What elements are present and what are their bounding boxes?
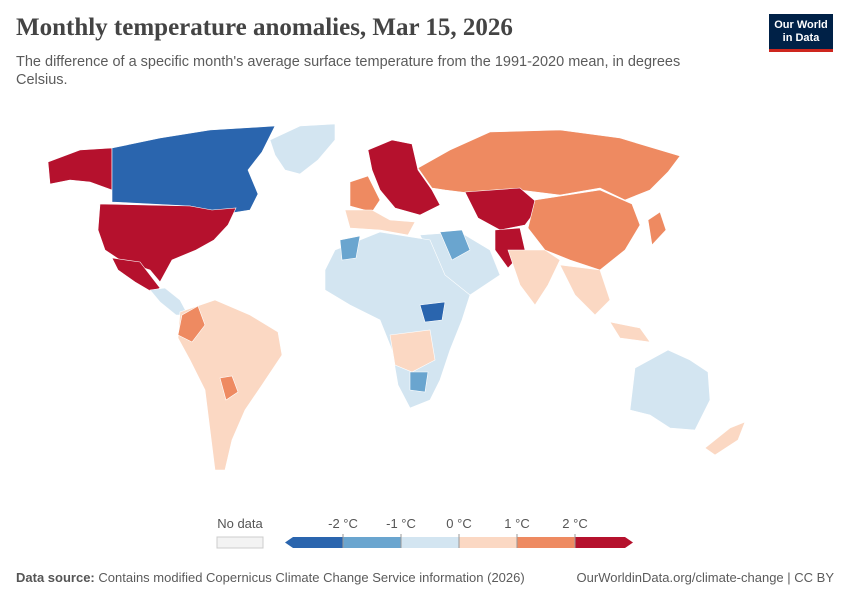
region: [339, 235, 361, 261]
legend-bin: [575, 537, 633, 548]
region: [419, 301, 446, 323]
region: [47, 147, 113, 191]
region: [609, 321, 651, 343]
region: [417, 129, 681, 201]
title: Monthly temperature anomalies, Mar 15, 2…: [16, 14, 513, 41]
legend-bin: [517, 537, 575, 548]
region: [324, 231, 471, 409]
region: [111, 125, 276, 215]
legend: No data -2 °C -1 °C 0 °C 1 °C 2 °C: [216, 516, 633, 549]
legend-bin: [401, 537, 459, 548]
source: Contains modified Copernicus Climate Cha…: [98, 570, 525, 585]
no-data-swatch: [216, 536, 264, 549]
region: [344, 209, 416, 236]
logo[interactable]: Our World in Data: [769, 14, 833, 52]
region: [219, 375, 239, 401]
region: [349, 175, 381, 213]
region: [629, 349, 711, 431]
region: [464, 187, 541, 231]
legend-tick-label: -1 °C: [386, 516, 416, 531]
no-data-label: No data: [217, 516, 263, 531]
region: [367, 139, 441, 216]
region: [177, 305, 206, 343]
region: [704, 421, 746, 456]
region: [507, 249, 561, 306]
legend-tick-label: 1 °C: [504, 516, 529, 531]
legend-bin: [459, 537, 517, 548]
region: [559, 264, 611, 316]
legend-bin: [343, 537, 401, 548]
region: [389, 329, 436, 373]
world-map: [47, 123, 746, 471]
logo-line: in Data: [782, 32, 820, 44]
legend-tick-label: -2 °C: [328, 516, 358, 531]
legend-tick-label: 2 °C: [562, 516, 587, 531]
source-label: Data source:: [16, 570, 95, 585]
url[interactable]: OurWorldinData.org/climate-change | CC B…: [576, 570, 834, 585]
subtitle: The difference of a specific month's ave…: [16, 54, 681, 88]
legend-tick-label: 0 °C: [446, 516, 471, 531]
region: [647, 211, 667, 246]
region: [409, 371, 429, 393]
region: [527, 189, 641, 271]
region: [269, 123, 336, 175]
footer: Data source: Contains modified Copernicu…: [16, 570, 834, 585]
logo-line: Our World: [774, 19, 828, 31]
region: [439, 229, 471, 261]
legend-bin: [285, 537, 343, 548]
